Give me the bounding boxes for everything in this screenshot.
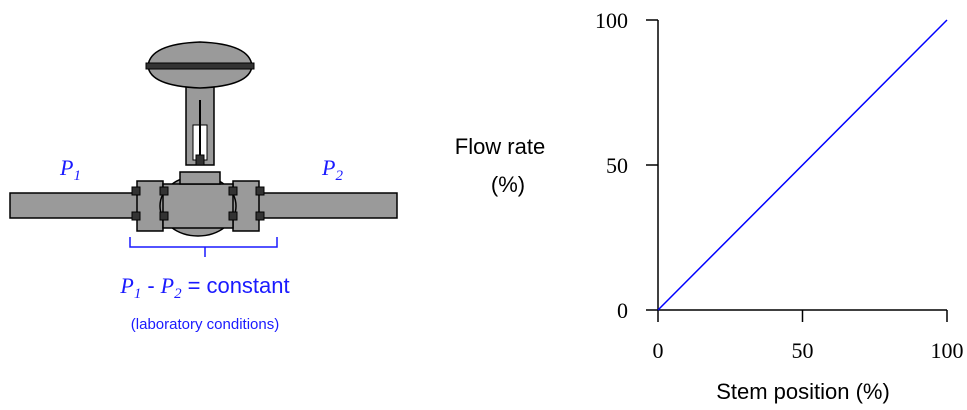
subscript: 2 xyxy=(335,168,343,184)
note: (laboratory conditions) xyxy=(131,316,279,333)
y-tick-label: 100 xyxy=(595,8,628,33)
y-tick-label: 50 xyxy=(606,153,628,178)
text: constant xyxy=(206,273,289,298)
equation: P1- P2 = constant xyxy=(119,273,289,302)
downstream-label: P2 xyxy=(321,155,343,184)
subscript: 1 xyxy=(134,286,142,302)
y-axis-label: (%) xyxy=(491,172,525,197)
symbol: P xyxy=(160,273,174,298)
symbol: P xyxy=(59,155,73,180)
y-axis-label: Flow rate xyxy=(455,134,545,159)
symbol: P xyxy=(321,155,335,180)
x-tick-label: 50 xyxy=(792,338,814,363)
data-line xyxy=(657,19,948,311)
x-tick-label: 0 xyxy=(653,338,664,363)
valve-drawing xyxy=(9,41,398,257)
operator: - xyxy=(147,273,154,298)
symbol: P xyxy=(119,273,133,298)
y-tick-label: 0 xyxy=(617,298,628,323)
subscript: 1 xyxy=(73,168,81,184)
x-tick-label: 100 xyxy=(931,338,964,363)
subscript: 2 xyxy=(174,286,182,302)
x-axis-label: Stem position (%) xyxy=(716,379,890,404)
upstream-label: P1 xyxy=(59,155,81,184)
equals: = xyxy=(188,273,201,298)
